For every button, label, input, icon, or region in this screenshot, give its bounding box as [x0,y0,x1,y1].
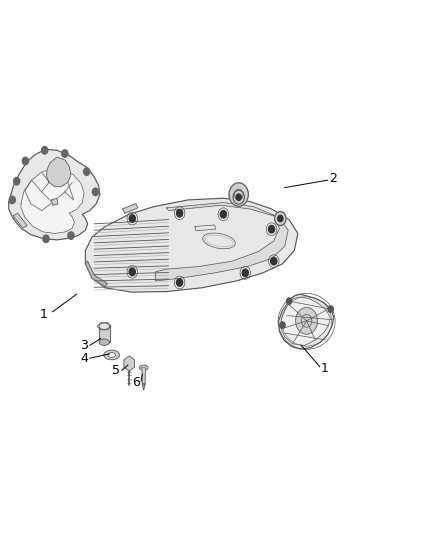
Polygon shape [279,294,334,349]
Text: 4: 4 [80,352,88,365]
Ellipse shape [99,339,110,345]
Circle shape [296,308,318,334]
Circle shape [84,168,90,175]
Circle shape [14,177,20,185]
Ellipse shape [108,353,116,357]
Text: 5: 5 [112,364,120,377]
Polygon shape [52,198,58,205]
Circle shape [9,196,15,204]
Circle shape [286,298,292,304]
Polygon shape [142,384,145,390]
Polygon shape [99,326,110,342]
Polygon shape [13,213,27,228]
Circle shape [280,322,285,328]
Circle shape [129,268,135,276]
Circle shape [278,215,283,222]
Circle shape [43,235,49,243]
Circle shape [92,188,99,196]
Polygon shape [155,203,288,281]
Polygon shape [21,168,84,233]
Polygon shape [281,297,330,345]
Circle shape [129,215,135,222]
Circle shape [177,209,183,217]
Circle shape [233,190,244,204]
Circle shape [68,232,74,239]
Circle shape [42,147,48,154]
Circle shape [328,306,333,312]
Ellipse shape [203,233,235,249]
Polygon shape [46,157,71,187]
Ellipse shape [104,350,120,360]
Polygon shape [142,368,145,385]
Text: 1: 1 [321,362,329,375]
Circle shape [229,183,248,206]
Circle shape [62,150,68,157]
Circle shape [177,279,183,286]
Polygon shape [85,261,107,287]
Polygon shape [85,198,298,292]
Circle shape [271,257,277,265]
Text: 3: 3 [80,339,88,352]
Text: 1: 1 [40,308,48,321]
Circle shape [275,212,286,225]
Circle shape [220,211,226,218]
Circle shape [242,269,248,277]
Polygon shape [123,204,138,213]
Circle shape [22,157,28,165]
Circle shape [268,225,275,233]
Polygon shape [195,225,215,231]
Ellipse shape [139,365,148,370]
Ellipse shape [99,323,110,329]
Text: 6: 6 [132,376,140,389]
Polygon shape [9,149,100,240]
Text: 2: 2 [329,172,337,185]
Circle shape [236,194,241,200]
Polygon shape [124,356,134,371]
